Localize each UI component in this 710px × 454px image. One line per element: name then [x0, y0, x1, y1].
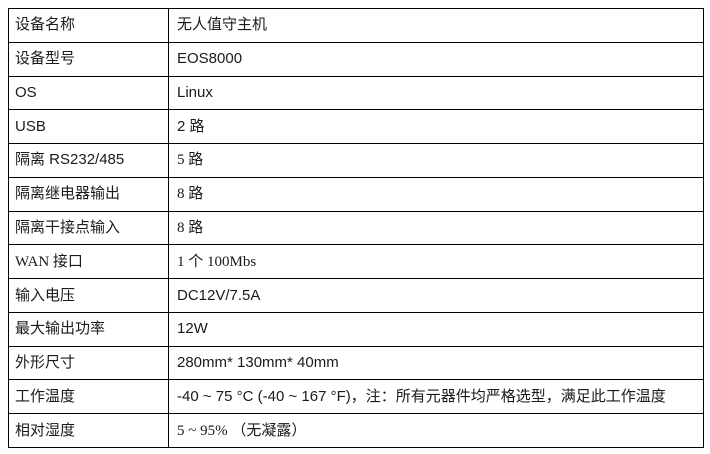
spec-label-relative-humidity: 相对湿度 — [8, 413, 169, 448]
spec-value-dry-contact-input: 8 路 — [168, 210, 704, 246]
spec-value-relative-humidity: 5 ~ 95% （无凝露） — [168, 413, 704, 448]
spec-label-operating-temperature: 工作温度 — [8, 379, 169, 415]
spec-label-usb: USB — [8, 109, 169, 145]
spec-value-relay-output: 8 路 — [168, 176, 704, 212]
spec-value-dimensions: 280mm* 130mm* 40mm — [168, 345, 704, 381]
spec-label-device-name: 设备名称 — [8, 8, 169, 43]
spec-value-operating-temperature: -40 ~ 75 °C (-40 ~ 167 °F)，注：所有元器件均严格选型，… — [168, 379, 704, 415]
spec-value-wan-port: 1 个 100Mbs — [168, 244, 704, 280]
table-row: WAN 接口 1 个 100Mbs — [8, 244, 704, 280]
spec-label-input-voltage: 输入电压 — [8, 278, 169, 313]
table-row: 隔离 RS232/485 5 路 — [8, 143, 704, 178]
table-row: OS Linux — [8, 75, 704, 111]
spec-label-os: OS — [8, 75, 169, 111]
table-row: 隔离干接点输入 8 路 — [8, 210, 704, 246]
device-spec-table: 设备名称 无人值守主机 设备型号 EOS8000 OS Linux USB 2 … — [8, 8, 704, 448]
spec-label-relay-output: 隔离继电器输出 — [8, 176, 169, 212]
spec-value-os: Linux — [168, 75, 704, 111]
table-row: 隔离继电器输出 8 路 — [8, 176, 704, 212]
spec-label-wan-port: WAN 接口 — [8, 244, 169, 280]
spec-value-usb: 2 路 — [168, 109, 704, 145]
spec-label-dry-contact-input: 隔离干接点输入 — [8, 210, 169, 246]
spec-value-device-model: EOS8000 — [168, 41, 704, 77]
spec-label-dimensions: 外形尺寸 — [8, 345, 169, 381]
spec-value-isolated-rs232-485: 5 路 — [168, 143, 704, 178]
table-row: 输入电压 DC12V/7.5A — [8, 278, 704, 313]
table-row: 最大输出功率 12W — [8, 311, 704, 347]
table-row: 设备型号 EOS8000 — [8, 41, 704, 77]
table-row: 工作温度 -40 ~ 75 °C (-40 ~ 167 °F)，注：所有元器件均… — [8, 379, 704, 415]
spec-value-device-name: 无人值守主机 — [168, 8, 704, 43]
spec-value-input-voltage: DC12V/7.5A — [168, 278, 704, 313]
table-row: 外形尺寸 280mm* 130mm* 40mm — [8, 345, 704, 381]
spec-label-device-model: 设备型号 — [8, 41, 169, 77]
spec-label-max-output-power: 最大输出功率 — [8, 311, 169, 347]
table-row: 设备名称 无人值守主机 — [8, 8, 704, 43]
table-row: 相对湿度 5 ~ 95% （无凝露） — [8, 413, 704, 448]
table-row: USB 2 路 — [8, 109, 704, 145]
spec-label-isolated-rs232-485: 隔离 RS232/485 — [8, 143, 169, 178]
spec-value-max-output-power: 12W — [168, 311, 704, 347]
